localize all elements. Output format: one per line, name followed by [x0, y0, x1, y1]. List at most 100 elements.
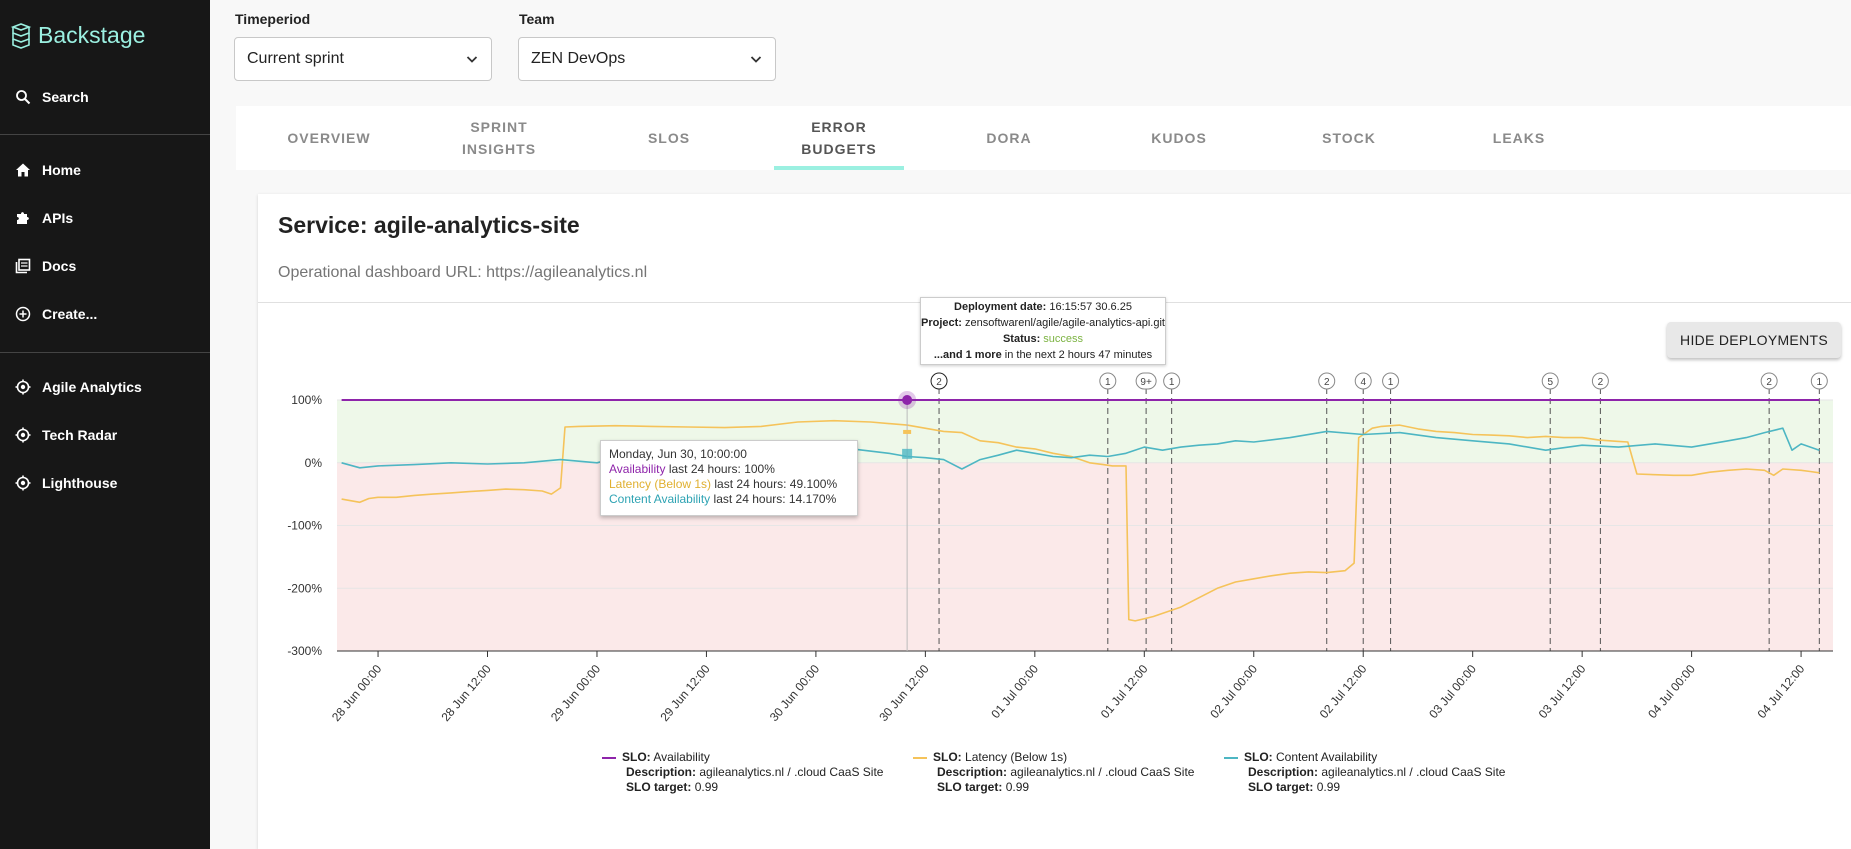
- sidebar-item-label: Docs: [42, 258, 77, 274]
- x-tick-label: 29 Jun 00:00: [548, 662, 604, 724]
- sidebar-item-home[interactable]: Home: [0, 150, 210, 190]
- docs-icon: [12, 255, 34, 277]
- dashboard-url: Operational dashboard URL: https://agile…: [278, 264, 647, 282]
- sidebar: Backstage Search Home APIs Docs Create..…: [0, 0, 210, 849]
- timeperiod-value: Current sprint: [247, 50, 344, 67]
- x-tick-label: 01 Jul 00:00: [988, 662, 1041, 721]
- tab-stock[interactable]: STOCK: [1322, 130, 1376, 146]
- deployment-marker: [1354, 372, 1372, 390]
- sidebar-item-agile-analytics[interactable]: Agile Analytics: [0, 367, 210, 407]
- chevron-down-icon: [750, 56, 762, 63]
- x-tick-label: 04 Jul 00:00: [1645, 662, 1698, 721]
- x-tick-label: 02 Jul 12:00: [1317, 662, 1370, 721]
- backstage-logo-icon: [10, 22, 32, 49]
- tab-leaks[interactable]: LEAKS: [1492, 130, 1546, 146]
- add-circle-icon: [12, 303, 34, 325]
- sidebar-search[interactable]: Search: [0, 77, 210, 117]
- data-point-tooltip: Monday, Jun 30, 10:00:00 Availability la…: [600, 440, 858, 516]
- x-tick-label: 30 Jun 00:00: [767, 662, 823, 724]
- sidebar-item-label: Home: [42, 162, 81, 178]
- sidebar-search-label: Search: [42, 89, 89, 105]
- target-icon: [12, 376, 34, 398]
- deployment-count: 5: [1547, 377, 1553, 388]
- tab-slos[interactable]: SLOS: [647, 130, 691, 146]
- legend-availability[interactable]: SLO: Availability Description: agileanal…: [602, 750, 883, 795]
- y-tick-label: -300%: [287, 644, 322, 658]
- sidebar-item-lighthouse[interactable]: Lighthouse: [0, 463, 210, 503]
- deployment-marker: [1318, 372, 1336, 390]
- budget-positive-band: [337, 400, 1833, 463]
- tab-dora[interactable]: DORA: [986, 130, 1032, 146]
- hover-point-content: [902, 448, 913, 459]
- tab-error-budgets[interactable]: ERROR BUDGETS: [801, 119, 877, 157]
- x-tick-label: 01 Jul 12:00: [1098, 662, 1151, 721]
- deployment-marker: [1810, 372, 1828, 390]
- sidebar-item-label: Create...: [42, 306, 98, 322]
- chevron-down-icon: [466, 56, 478, 63]
- app-name: Backstage: [38, 22, 146, 48]
- y-tick-label: -100%: [287, 519, 322, 533]
- team-select[interactable]: ZEN DevOps: [518, 37, 776, 81]
- backstage-logo[interactable]: Backstage: [10, 22, 145, 49]
- hide-deployments-button[interactable]: HIDE DEPLOYMENTS: [1667, 322, 1841, 358]
- deployment-count: 1: [1169, 377, 1175, 388]
- tab-overview[interactable]: OVERVIEW: [287, 130, 371, 146]
- deployment-count: 2: [1324, 377, 1330, 388]
- y-tick-label: 100%: [291, 393, 322, 407]
- sidebar-item-tech-radar[interactable]: Tech Radar: [0, 415, 210, 455]
- sidebar-item-label: Lighthouse: [42, 475, 118, 491]
- deployment-count: 1: [1105, 377, 1111, 388]
- dashboard-url-link[interactable]: https://agileanalytics.nl: [486, 264, 648, 281]
- deployment-marker: [1163, 372, 1181, 390]
- deployment-count: 1: [1817, 377, 1823, 388]
- timeperiod-label: Timeperiod: [235, 11, 311, 27]
- deployment-marker: [1099, 372, 1117, 390]
- home-icon: [12, 159, 34, 181]
- deployment-count: 2: [936, 377, 942, 388]
- x-tick-label: 03 Jul 00:00: [1426, 662, 1479, 721]
- x-tick-label: 03 Jul 12:00: [1536, 662, 1589, 721]
- y-tick-label: -200%: [287, 581, 322, 595]
- deployment-count: 1: [1388, 377, 1394, 388]
- team-value: ZEN DevOps: [531, 50, 626, 67]
- budget-negative-band: [337, 462, 1833, 651]
- active-tab-indicator: [774, 166, 904, 170]
- sidebar-item-label: Tech Radar: [42, 427, 118, 443]
- sidebar-item-label: APIs: [42, 210, 74, 226]
- sidebar-item-docs[interactable]: Docs: [0, 246, 210, 286]
- legend-latency[interactable]: SLO: Latency (Below 1s) Description: agi…: [913, 750, 1194, 795]
- timeperiod-select[interactable]: Current sprint: [234, 37, 492, 81]
- hover-point-latency: [903, 429, 912, 434]
- x-tick-label: 30 Jun 12:00: [876, 662, 932, 724]
- x-tick-label: 29 Jun 12:00: [657, 662, 713, 724]
- latency-line: [341, 419, 1820, 622]
- puzzle-icon: [12, 207, 34, 229]
- deployment-count: 2: [1766, 377, 1772, 388]
- service-title: Service: agile-analytics-site: [278, 212, 580, 238]
- hover-point-availability: [902, 395, 913, 405]
- deployment-marker: [1760, 372, 1778, 390]
- team-label: Team: [519, 11, 555, 27]
- tab-kudos[interactable]: KUDOS: [1151, 130, 1207, 146]
- tab-bar: OVERVIEW SPRINT INSIGHTS SLOS ERROR BUDGET…: [236, 106, 1851, 170]
- deployment-marker: [1591, 372, 1609, 390]
- deployment-marker: [930, 372, 948, 390]
- deployment-count: 9+: [1140, 377, 1152, 388]
- x-tick-label: 28 Jun 12:00: [438, 662, 494, 724]
- deployment-count: 4: [1360, 377, 1366, 388]
- deployment-marker: [1382, 372, 1400, 390]
- legend-content-availability[interactable]: SLO: Content Availability Description: a…: [1224, 750, 1505, 795]
- sidebar-item-create[interactable]: Create...: [0, 294, 210, 334]
- target-icon: [12, 424, 34, 446]
- x-tick-label: 02 Jul 00:00: [1207, 662, 1260, 721]
- deployment-marker: [1135, 372, 1157, 390]
- deployment-marker: [1541, 372, 1559, 390]
- x-tick-label: 04 Jul 12:00: [1755, 662, 1808, 721]
- sidebar-item-label: Agile Analytics: [42, 379, 142, 395]
- tab-sprint-insights[interactable]: SPRINT INSIGHTS: [461, 119, 537, 157]
- sidebar-divider: [0, 134, 210, 135]
- deployment-count: 2: [1598, 377, 1604, 388]
- sidebar-item-apis[interactable]: APIs: [0, 198, 210, 238]
- deployment-tooltip: Deployment date: 16:15:57 30.6.25 Projec…: [920, 297, 1166, 365]
